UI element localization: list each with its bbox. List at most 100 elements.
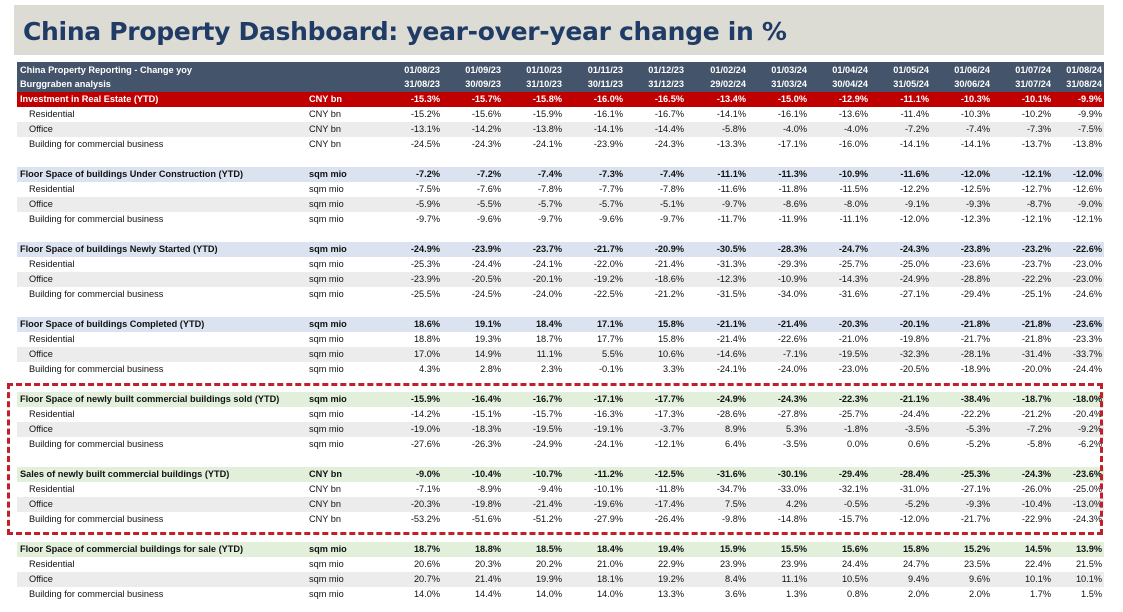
row-value: -16.5% — [654, 94, 684, 104]
table-row: Building for commercial business CNY bn -2… — [17, 137, 1104, 152]
row-value: -15.7% — [838, 514, 868, 524]
row-value: -7.1% — [415, 484, 440, 494]
row-value: -23.0% — [1072, 259, 1102, 269]
row-value: -14.2% — [471, 124, 501, 134]
table-row: Building for commercial business sqm mio -… — [17, 287, 1104, 302]
row-value: -13.0% — [1072, 499, 1102, 509]
table-section-row: Floor Space of commercial buildings for … — [17, 542, 1104, 557]
row-label: Office — [29, 274, 53, 284]
row-value: -12.0% — [1072, 169, 1102, 179]
row-unit: sqm mio — [309, 274, 344, 284]
header-date-start: 01/04/24 — [832, 65, 868, 75]
row-unit: sqm mio — [309, 334, 344, 344]
table-spacer-row — [17, 452, 1104, 467]
row-value: 14.0% — [535, 589, 562, 599]
table-row: Office CNY bn -13.1% -14.2% -13.8% -14.1% -14.… — [17, 122, 1104, 137]
row-value: 13.9% — [1075, 544, 1102, 554]
row-value: -10.1% — [593, 484, 623, 494]
row-value: -21.4% — [777, 319, 807, 329]
header-date-end: 30/09/23 — [465, 79, 501, 89]
row-value: 15.2% — [963, 544, 990, 554]
row-value: -51.2% — [532, 514, 562, 524]
header-date-end: 30/11/23 — [587, 79, 623, 89]
property-table: China Property Reporting - Change yoy Bur… — [17, 62, 1104, 602]
row-value: -25.0% — [1072, 484, 1102, 494]
row-value: -21.2% — [1021, 409, 1051, 419]
row-value: -21.4% — [716, 334, 746, 344]
row-value: -12.1% — [1021, 169, 1051, 179]
row-value: -9.0% — [1077, 199, 1102, 209]
row-value: -26.4% — [654, 514, 684, 524]
row-value: -3.5% — [904, 424, 929, 434]
row-value: -7.4% — [659, 169, 684, 179]
row-value: -21.8% — [1021, 334, 1051, 344]
row-value: -6.2% — [1077, 439, 1102, 449]
row-value: 23.5% — [963, 559, 990, 569]
row-value: -9.7% — [659, 214, 684, 224]
row-value: -11.1% — [839, 214, 868, 224]
table-row: Building for commercial business sqm mio 1… — [17, 587, 1104, 602]
row-value: 14.9% — [474, 349, 501, 359]
row-value: -28.4% — [899, 469, 929, 479]
row-unit: CNY bn — [309, 469, 343, 479]
row-value: -18.0% — [1072, 394, 1102, 404]
row-value: -8.9% — [476, 484, 501, 494]
row-value: 15.8% — [657, 334, 684, 344]
row-value: -19.1% — [593, 424, 623, 434]
row-value: 20.2% — [535, 559, 562, 569]
row-value: -20.3% — [410, 499, 440, 509]
table-row: Residential CNY bn -15.2% -15.6% -15.9% -16.1… — [17, 107, 1104, 122]
row-value: 18.4% — [535, 319, 562, 329]
row-value: 23.9% — [780, 559, 807, 569]
table-row: Residential sqm mio -14.2% -15.1% -15.7% -16.… — [17, 407, 1104, 422]
row-unit: CNY bn — [309, 499, 342, 509]
row-value: -10.4% — [1021, 499, 1051, 509]
header-date-start: 01/11/23 — [587, 65, 623, 75]
row-value: -20.1% — [899, 319, 929, 329]
row-value: -21.1% — [899, 394, 929, 404]
row-value: -24.4% — [1072, 364, 1102, 374]
row-value: -11.6% — [900, 169, 929, 179]
row-value: -13.7% — [1021, 139, 1051, 149]
row-value: -21.2% — [654, 289, 684, 299]
row-unit: sqm mio — [309, 244, 347, 254]
row-value: 11.1% — [536, 349, 562, 359]
row-label: Building for commercial business — [29, 514, 164, 524]
row-value: -5.1% — [659, 199, 684, 209]
row-value: -10.3% — [960, 109, 990, 119]
row-value: -32.3% — [899, 349, 929, 359]
row-value: -24.9% — [716, 394, 746, 404]
row-value: -23.7% — [1021, 259, 1051, 269]
row-value: -11.6% — [717, 184, 746, 194]
row-label: Building for commercial business — [29, 589, 164, 599]
row-value: -16.4% — [471, 394, 501, 404]
header-date-start: 01/06/24 — [954, 65, 990, 75]
table-spacer-row — [17, 227, 1104, 242]
row-value: -9.7% — [415, 214, 440, 224]
row-label: Building for commercial business — [29, 139, 164, 149]
row-value: 14.5% — [1024, 544, 1051, 554]
row-label: Office — [29, 349, 53, 359]
row-value: -0.1% — [598, 364, 623, 374]
row-value: -20.4% — [1072, 409, 1102, 419]
row-value: -7.5% — [415, 184, 440, 194]
row-value: -16.3% — [593, 409, 623, 419]
row-value: -11.2% — [594, 469, 623, 479]
row-value: -12.0% — [899, 214, 929, 224]
row-value: -29.4% — [838, 469, 868, 479]
row-value: -7.6% — [476, 184, 501, 194]
row-value: -23.0% — [838, 364, 868, 374]
row-value: -12.2% — [899, 184, 929, 194]
row-value: -24.5% — [410, 139, 440, 149]
row-value: -20.3% — [838, 319, 868, 329]
row-label: Investment in Real Estate (YTD) — [20, 94, 159, 104]
row-value: 18.7% — [535, 334, 562, 344]
row-value: 0.8% — [847, 589, 868, 599]
header-date-start: 01/12/23 — [648, 65, 684, 75]
row-unit: CNY bn — [309, 109, 342, 119]
row-value: -12.6% — [1072, 184, 1102, 194]
row-value: 14.0% — [596, 589, 623, 599]
row-value: -22.6% — [1072, 244, 1102, 254]
table-spacer-row — [17, 302, 1104, 317]
row-value: -7.3% — [1026, 124, 1051, 134]
